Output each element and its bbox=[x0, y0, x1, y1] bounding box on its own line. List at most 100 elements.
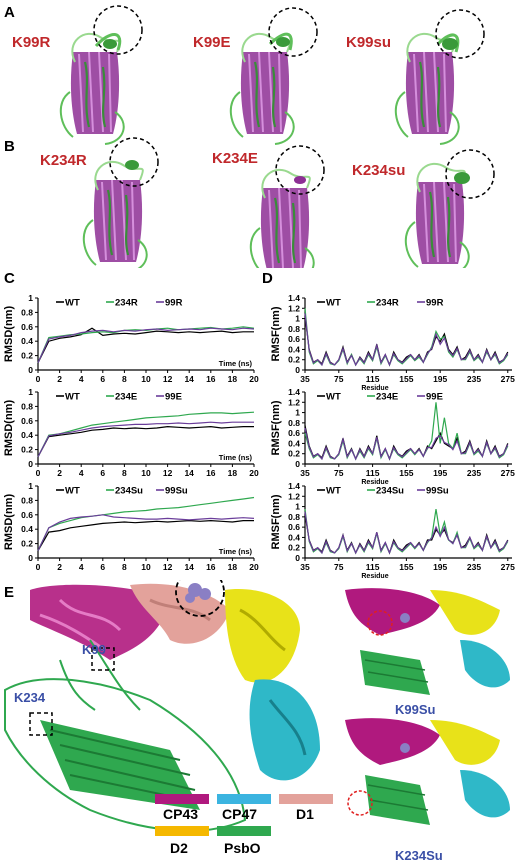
chart-c-3-legend-wt: WT bbox=[65, 486, 80, 497]
chart-d-1-y-tick-label: 0.8 bbox=[288, 324, 300, 334]
chart-c-2-x-tick-label: 8 bbox=[122, 468, 127, 478]
label-k99su: K99su bbox=[346, 34, 392, 51]
k99-site-box bbox=[91, 647, 115, 671]
chart-c-2-y-tick-label: 1 bbox=[28, 387, 33, 397]
legend-swatch-psbo bbox=[217, 826, 271, 836]
chart-c-3-y-tick-label: 0.2 bbox=[21, 539, 33, 549]
legend-label-d1: D1 bbox=[296, 806, 314, 822]
chart-d-2-x-tick-label: 115 bbox=[366, 468, 380, 478]
panel-letter-e: E bbox=[4, 584, 15, 601]
chart-c-1-x-tick-label: 10 bbox=[141, 374, 151, 384]
chart-d-1-x-tick-label: 235 bbox=[467, 374, 481, 384]
chart-c-1-x-tick-label: 12 bbox=[163, 374, 173, 384]
chart-d-3-x-label: Residue bbox=[361, 573, 388, 580]
chart-d-2-y-tick-label: 0 bbox=[295, 459, 300, 469]
chart-c-1-legend-wt: WT bbox=[65, 298, 80, 309]
chart-c-3-series-wt bbox=[37, 519, 254, 552]
chart-d-3-x-tick-label: 115 bbox=[366, 562, 380, 572]
chart-c-3-y-tick-label: 0.4 bbox=[21, 524, 33, 534]
legend-swatch-d2 bbox=[155, 826, 209, 836]
chart-c-3-legend-234su: 234Su bbox=[115, 486, 143, 497]
k234-site-box bbox=[29, 712, 53, 736]
panel-letter-d: D bbox=[262, 270, 273, 287]
chart-c-3-y-tick-label: 0.6 bbox=[21, 510, 33, 520]
chart-c-3-y-tick-label: 1 bbox=[28, 481, 33, 491]
chart-c-3-legend-99su: 99Su bbox=[165, 486, 188, 497]
chart-c-2-x-tick-label: 14 bbox=[184, 468, 194, 478]
chart-d-2-x-tick-label: 155 bbox=[399, 468, 413, 478]
chart-c-3-x-tick-label: 10 bbox=[141, 562, 151, 572]
chart-c-2-y-tick-label: 0.6 bbox=[21, 416, 33, 426]
chart-d-1-y-tick-label: 1.2 bbox=[288, 303, 300, 313]
chart-c-2-x-tick-label: 6 bbox=[100, 468, 105, 478]
chart-c-2-legend-234e: 234E bbox=[115, 392, 137, 403]
main-structure-view bbox=[4, 583, 320, 832]
highlight-circle-k99su bbox=[435, 9, 485, 59]
chart-c-2-y-tick-label: 0.8 bbox=[21, 401, 33, 411]
chart-d-1-x-tick-label: 155 bbox=[399, 374, 413, 384]
chart-d-1-x-tick-label: 195 bbox=[433, 374, 447, 384]
structure-k99e bbox=[229, 32, 295, 146]
chart-d-2-x-tick-label: 195 bbox=[433, 468, 447, 478]
chart-c-3-x-tick-label: 2 bbox=[57, 562, 62, 572]
legend-label-cp47: CP47 bbox=[222, 806, 258, 822]
label-k234e: K234E bbox=[212, 150, 258, 167]
chart-c-3-series-99su bbox=[37, 514, 255, 552]
chart-d-3-series-234su bbox=[304, 509, 509, 555]
mn-cluster-circle bbox=[175, 580, 225, 617]
chart-d-2-y-tick-label: 1.4 bbox=[288, 387, 300, 397]
structure-k234e bbox=[249, 168, 315, 268]
chart-c-2-series-234e bbox=[37, 411, 255, 458]
label-k99r: K99R bbox=[12, 34, 51, 51]
chart-c-2-y-tick-label: 0.2 bbox=[21, 445, 33, 455]
chart-c-2-y-label: RMSD(nm) bbox=[3, 400, 15, 457]
chart-d-3-x-tick-label: 235 bbox=[467, 562, 481, 572]
chart-d-3-y-tick-label: 1.4 bbox=[288, 481, 300, 491]
highlight-circle-k234su bbox=[445, 149, 495, 199]
chart-d-2-x-tick-label: 275 bbox=[501, 468, 515, 478]
legend-label-psbo: PsbO bbox=[224, 840, 261, 856]
chart-c-2-x-tick-label: 0 bbox=[36, 468, 41, 478]
chart-c-3-series-234su bbox=[37, 496, 255, 552]
chart-d-3-y-tick-label: 1.2 bbox=[288, 491, 300, 501]
chart-d-2-y-tick-label: 0.6 bbox=[288, 428, 300, 438]
chart-d-1-legend-wt: WT bbox=[326, 298, 341, 309]
legend-label-d2: D2 bbox=[170, 840, 188, 856]
chart-c-2-x-tick-label: 10 bbox=[141, 468, 151, 478]
chart-c-3-x-label: Time (ns) bbox=[219, 547, 253, 556]
chart-d-3-x-tick-label: 195 bbox=[433, 562, 447, 572]
charts-cd: 0 2 4 6 8 10 12 14 16 18 2000.20.40.60.81RMSD(nm)T… bbox=[3, 293, 515, 580]
chart-c-1-y-tick-label: 1 bbox=[28, 293, 33, 303]
chart-d-3-y-tick-label: 0 bbox=[295, 553, 300, 563]
chart-d-1-y-tick-label: 1 bbox=[295, 314, 300, 324]
label-k234r: K234R bbox=[40, 152, 87, 169]
inset-label-k99su: K99Su bbox=[395, 702, 436, 717]
chart-c-1-x-tick-label: 18 bbox=[228, 374, 238, 384]
chart-d-2-x-tick-label: 75 bbox=[334, 468, 344, 478]
site-label-k234: K234 bbox=[14, 690, 46, 705]
chart-d-1-x-tick-label: 115 bbox=[366, 374, 380, 384]
highlight-circle-k99r bbox=[93, 5, 143, 55]
chart-c-2-y-tick-label: 0 bbox=[28, 459, 33, 469]
chart-d-2-y-tick-label: 1 bbox=[295, 408, 300, 418]
chart-d-1-y-tick-label: 0.4 bbox=[288, 344, 300, 354]
legend-swatch-cp43 bbox=[155, 794, 209, 804]
inset-k234su-view bbox=[345, 718, 510, 825]
chart-d-1-legend-99r: 99R bbox=[426, 298, 444, 309]
inset-k99su-circle bbox=[367, 610, 393, 636]
chart-d-2-x-label: Residue bbox=[361, 479, 388, 486]
chart-d-2-legend-99e: 99E bbox=[426, 392, 443, 403]
chart-d-2-x-tick-label: 235 bbox=[467, 468, 481, 478]
chart-c-3-x-tick-label: 16 bbox=[206, 562, 216, 572]
chart-c-1-legend-99r: 99R bbox=[165, 298, 183, 309]
chart-d-1-legend-234r: 234R bbox=[376, 298, 399, 309]
chart-c-3-y-tick-label: 0 bbox=[28, 553, 33, 563]
chart-c-3-x-tick-label: 4 bbox=[79, 562, 84, 572]
chart-d-1-x-label: Residue bbox=[361, 385, 388, 392]
chart-c-1-x-tick-label: 0 bbox=[36, 374, 41, 384]
chart-d-1-y-tick-label: 0.2 bbox=[288, 355, 300, 365]
chart-c-1-y-tick-label: 0.4 bbox=[21, 336, 33, 346]
chart-c-1-series-wt bbox=[37, 327, 254, 364]
panel-letter-c: C bbox=[4, 270, 15, 287]
chart-c-1-x-tick-label: 20 bbox=[249, 374, 259, 384]
